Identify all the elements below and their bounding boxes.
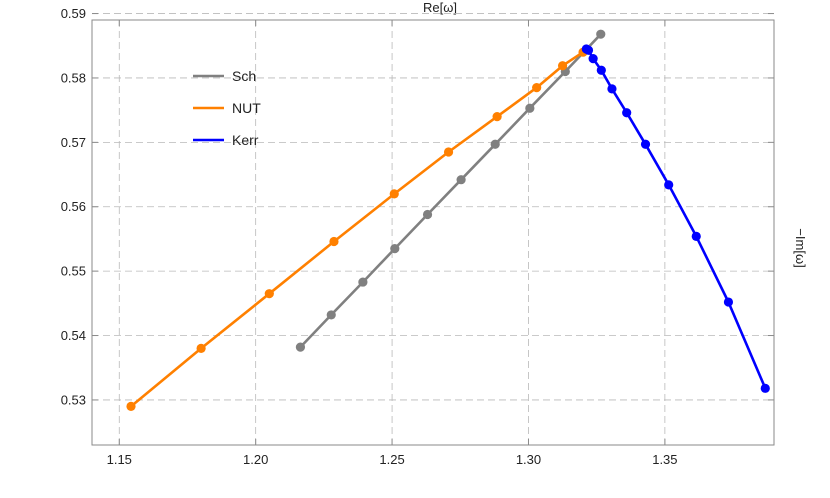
data-point-sch	[596, 29, 606, 39]
data-point-nut	[532, 83, 542, 93]
series-line-sch	[299, 33, 602, 348]
data-point-kerr	[588, 54, 598, 64]
x-tick-label: 1.20	[243, 452, 268, 467]
grid	[92, 13, 774, 445]
series-nut	[126, 47, 588, 411]
data-point-kerr	[691, 231, 701, 241]
legend-label-nut: NUT	[232, 100, 261, 116]
data-point-kerr	[760, 383, 770, 393]
data-point-nut	[557, 61, 568, 71]
data-point-kerr	[664, 180, 674, 190]
legend: Sch NUT Kerr	[193, 68, 261, 148]
y-tick-label: 0.54	[61, 328, 86, 343]
data-point-sch	[390, 243, 400, 254]
y-tick-label: 0.57	[61, 135, 86, 150]
x-tick-label: 1.15	[107, 452, 132, 467]
legend-label-kerr: Kerr	[232, 132, 259, 148]
series-kerr	[581, 44, 770, 393]
data-point-sch	[490, 139, 500, 149]
data-point-sch	[358, 277, 368, 287]
data-point-kerr	[640, 139, 651, 149]
y-tick-label: 0.53	[61, 392, 86, 407]
data-point-nut	[443, 147, 454, 157]
y-tick-label: 0.56	[61, 199, 86, 214]
x-tick-label: 1.25	[379, 452, 404, 467]
data-point-kerr	[607, 84, 617, 94]
series-sch	[295, 29, 606, 352]
y-tick-label: 0.58	[61, 70, 86, 85]
data-point-sch	[326, 310, 336, 320]
y-tick-label: 0.55	[61, 264, 86, 279]
data-point-sch	[525, 103, 535, 113]
data-point-kerr	[596, 65, 606, 75]
data-point-kerr	[622, 108, 632, 118]
plot-frame	[91, 19, 775, 446]
y-axis-label: −Im[ω]	[793, 228, 808, 267]
data-point-kerr	[723, 297, 734, 307]
legend-label-sch: Sch	[232, 68, 256, 84]
y-tick-label: 0.59	[61, 6, 86, 21]
data-point-kerr	[583, 45, 594, 55]
series-line-nut	[130, 51, 584, 408]
data-point-nut	[389, 189, 399, 199]
x-tick-label: 1.30	[516, 452, 541, 467]
chart-title: Re[ω]	[423, 0, 457, 15]
data-point-nut	[196, 343, 206, 354]
axis-ticks: 1.15 1.20 1.25 1.30 1.35 0.53 0.54 0.55 0.56 0.57…	[61, 6, 774, 467]
x-tick-label: 1.35	[652, 452, 677, 467]
series-line-kerr	[585, 47, 767, 389]
series-group	[126, 29, 770, 411]
data-point-sch	[456, 175, 466, 185]
data-point-nut	[264, 289, 274, 299]
data-point-nut	[329, 236, 339, 247]
data-point-nut	[126, 401, 136, 411]
data-point-sch	[295, 342, 306, 352]
data-point-nut	[492, 111, 502, 122]
data-point-sch	[422, 209, 433, 220]
